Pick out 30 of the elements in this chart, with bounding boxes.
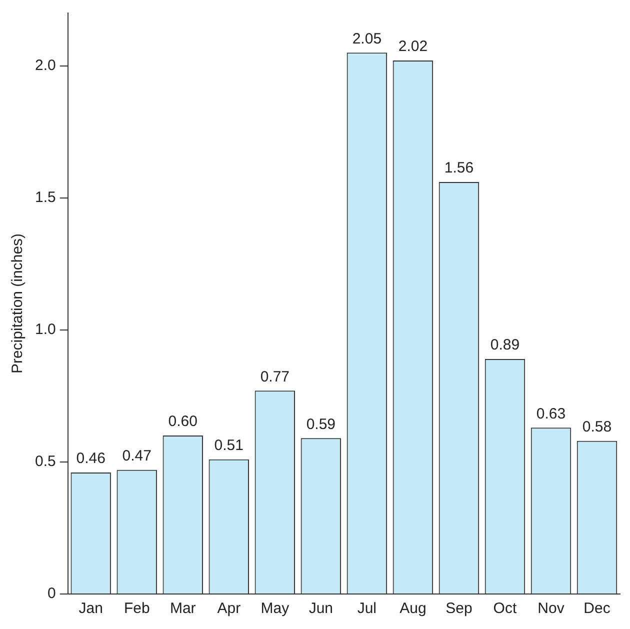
data-label: 0.60 bbox=[168, 413, 198, 430]
x-tick-label: Jun bbox=[308, 600, 334, 618]
x-tick-label: May bbox=[260, 600, 290, 618]
x-tick-label: Nov bbox=[538, 600, 565, 618]
data-label: 2.05 bbox=[352, 30, 382, 48]
data-label: 0.63 bbox=[536, 405, 566, 422]
data-label: 0.58 bbox=[582, 418, 612, 436]
x-tick-label: Feb bbox=[124, 600, 150, 618]
data-label: 0.51 bbox=[214, 436, 244, 454]
y-tick-label: 1.5 bbox=[34, 189, 56, 206]
x-tick-label: Jan bbox=[78, 600, 103, 618]
x-tick-label: Mar bbox=[170, 600, 196, 618]
data-label: 0.59 bbox=[306, 416, 336, 433]
data-label: 1.56 bbox=[444, 160, 474, 177]
x-tick-label: Sep bbox=[446, 600, 472, 618]
y-tick-label: 0.5 bbox=[34, 453, 56, 470]
y-axis-title: Precipitation (inches) bbox=[9, 233, 26, 374]
data-label: 0.89 bbox=[490, 336, 520, 354]
y-tick-label: 0 bbox=[48, 585, 56, 602]
x-tick-label: Oct bbox=[493, 600, 518, 618]
data-label: 0.77 bbox=[260, 368, 290, 386]
data-label: 2.02 bbox=[398, 38, 428, 56]
data-label: 0.46 bbox=[76, 450, 106, 468]
data-label: 0.47 bbox=[122, 448, 152, 465]
x-tick-label: Dec bbox=[584, 600, 611, 618]
x-tick-label: Apr bbox=[217, 600, 241, 618]
y-tick-label: 2.0 bbox=[34, 56, 56, 74]
x-tick-label: Jul bbox=[357, 600, 377, 618]
x-tick-label: Aug bbox=[400, 600, 426, 618]
y-tick-label: 1.0 bbox=[34, 321, 56, 338]
